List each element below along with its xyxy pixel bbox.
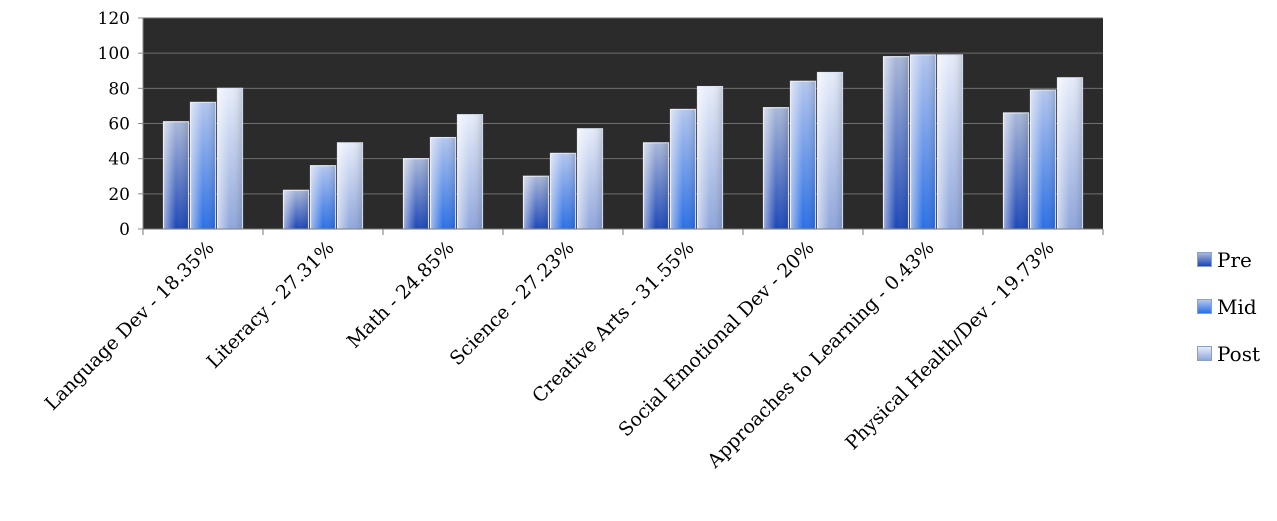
legend-swatch-mid xyxy=(1197,299,1212,314)
y-axis-ticks: 0 20 40 60 80 100 120 xyxy=(98,9,144,240)
bar-shine xyxy=(163,121,189,229)
legend-label-mid: Mid xyxy=(1217,294,1257,319)
bar-shine xyxy=(910,54,936,229)
bar-shine xyxy=(697,86,723,229)
x-category-label: Math - 24.85% xyxy=(343,237,459,353)
bar-shine xyxy=(883,56,909,229)
x-axis xyxy=(142,228,1104,235)
bar-shine xyxy=(283,190,309,229)
legend-item-pre: Pre xyxy=(1197,236,1260,283)
x-category-label: Literacy - 27.31% xyxy=(203,237,339,373)
bar-shine xyxy=(1030,90,1056,229)
bar-shine xyxy=(337,142,363,229)
bar-shine xyxy=(763,107,789,229)
bar-shine xyxy=(523,176,549,229)
legend-label-pre: Pre xyxy=(1217,247,1252,272)
y-tick-label: 100 xyxy=(98,44,130,64)
bar-shine xyxy=(577,128,603,229)
legend-label-post: Post xyxy=(1217,341,1260,366)
legend: Pre Mid Post xyxy=(1197,236,1260,377)
x-category-label: Approaches to Learning - 0.43% xyxy=(703,237,939,473)
bar-shine xyxy=(643,142,669,229)
bar-shine xyxy=(457,114,483,229)
bar-shine xyxy=(217,88,243,229)
bar-shine xyxy=(1003,112,1029,229)
bars xyxy=(162,54,1084,230)
x-category-label: Language Dev - 18.35% xyxy=(41,237,219,415)
x-axis-labels: Language Dev - 18.35%Literacy - 27.31% Ma… xyxy=(41,237,1059,473)
y-tick-label: 20 xyxy=(108,185,130,205)
x-category-label: Science - 27.23% xyxy=(446,237,579,370)
x-category-label: Physical Health/Dev - 19.73% xyxy=(841,237,1058,454)
bar-shine xyxy=(403,158,429,229)
y-tick-label: 40 xyxy=(108,150,130,170)
bar-shine xyxy=(1057,77,1083,230)
bar-shine xyxy=(817,72,843,229)
legend-swatch-post xyxy=(1197,346,1212,361)
y-tick-label: 120 xyxy=(98,9,130,29)
x-category-label: Social Emotional Dev - 20% xyxy=(614,237,818,441)
bar-shine xyxy=(430,137,456,229)
y-tick-label: 60 xyxy=(108,115,130,135)
bar-shine xyxy=(310,165,336,229)
legend-swatch-pre xyxy=(1197,252,1212,267)
y-tick-label: 0 xyxy=(119,220,130,240)
legend-item-mid: Mid xyxy=(1197,283,1260,330)
bar-shine xyxy=(790,81,816,229)
bar-shine xyxy=(937,54,963,229)
bar-shine xyxy=(190,102,216,229)
legend-item-post: Post xyxy=(1197,330,1260,377)
y-tick-label: 80 xyxy=(108,79,130,99)
bar-shine xyxy=(550,153,576,229)
bar-shine xyxy=(670,109,696,229)
